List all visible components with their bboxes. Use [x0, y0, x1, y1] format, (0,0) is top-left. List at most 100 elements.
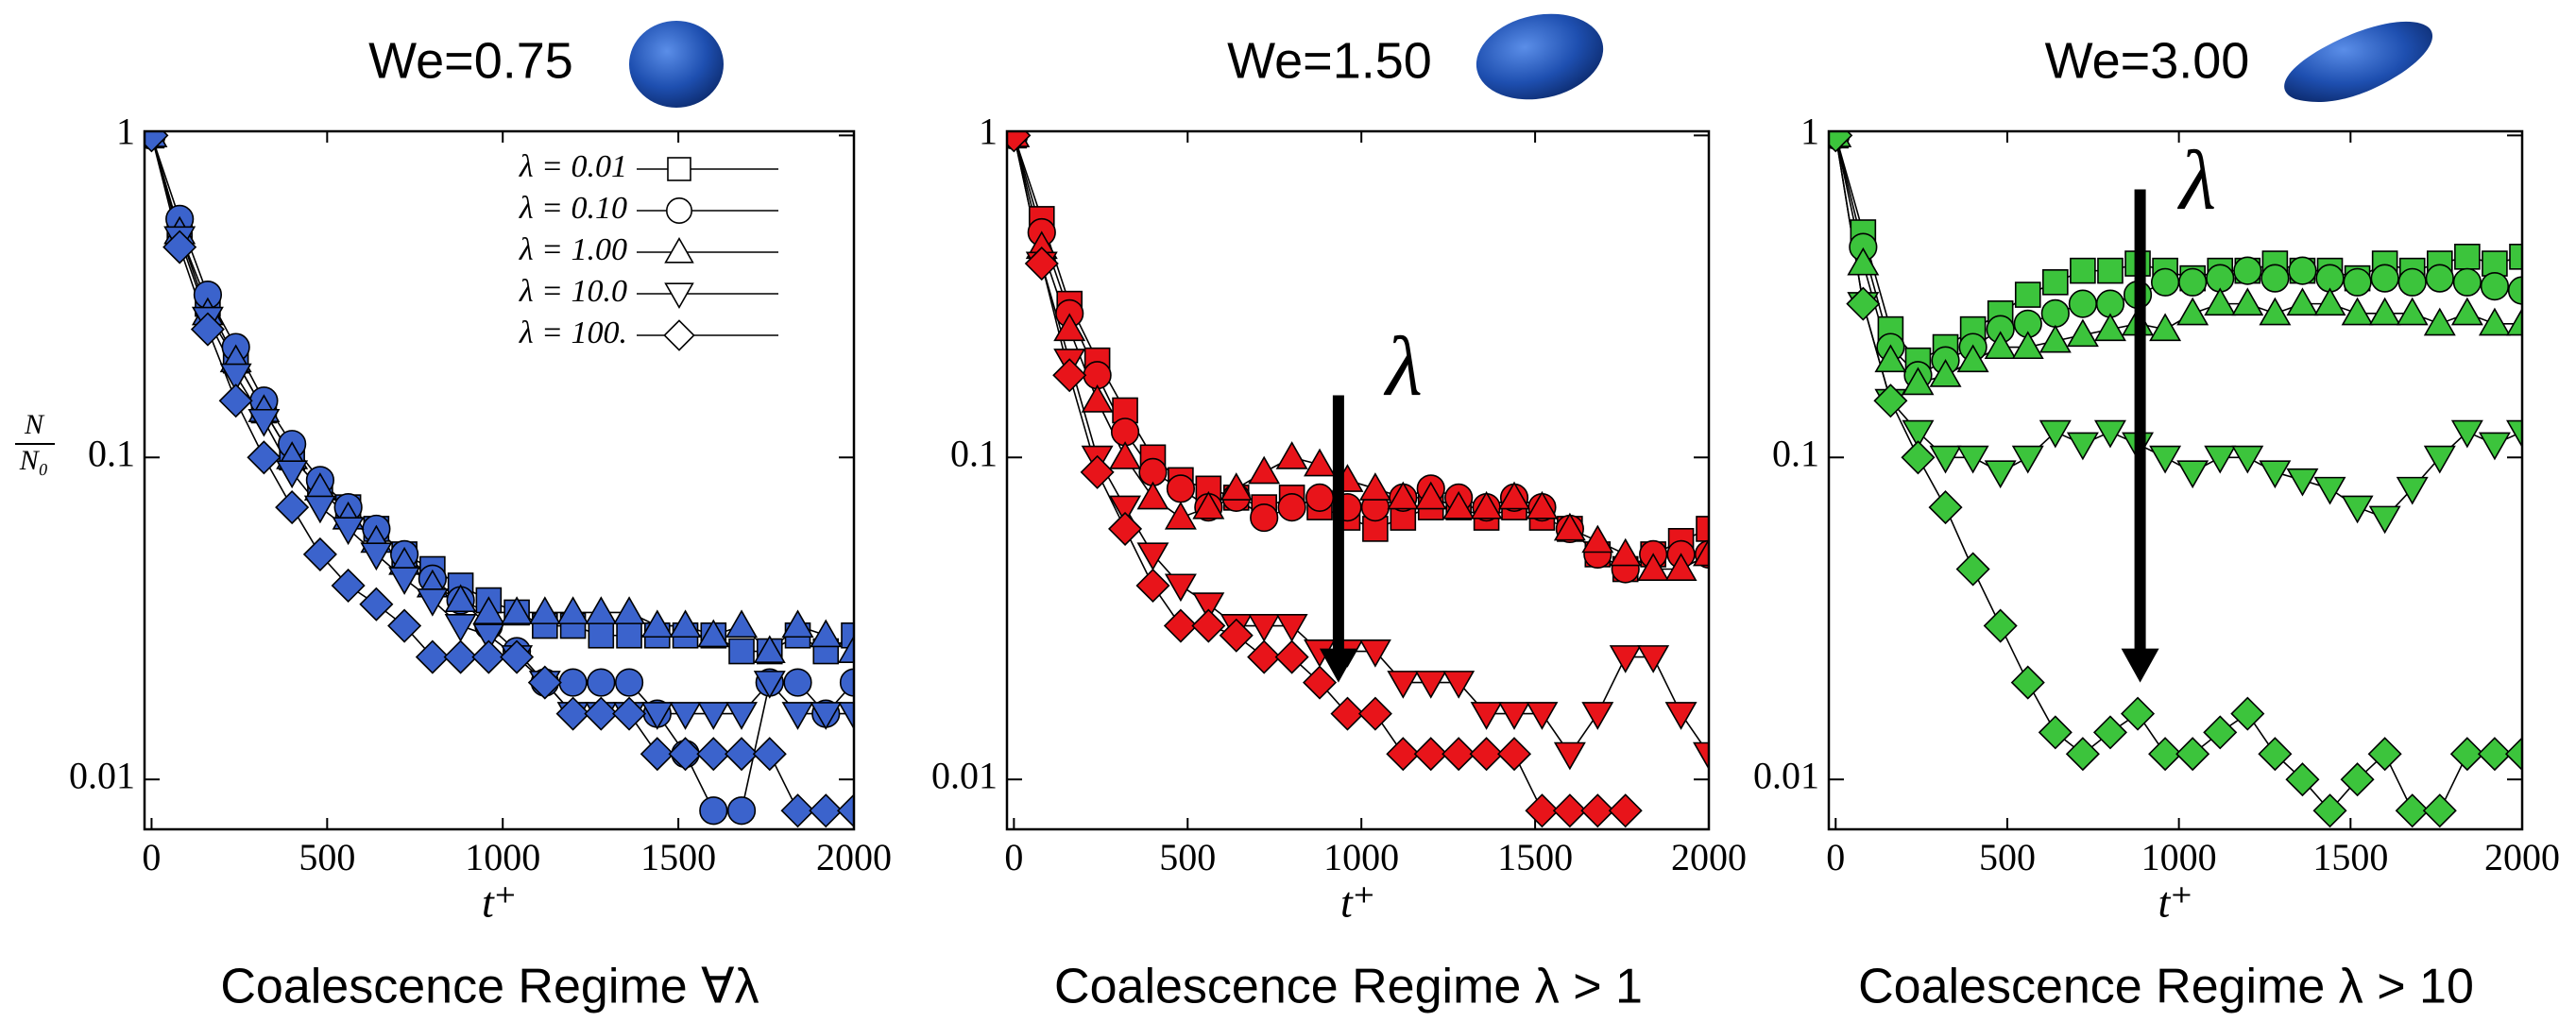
data-point: [556, 596, 589, 624]
data-point: [1007, 131, 1032, 153]
plot-frame: [143, 129, 856, 831]
data-point: [1164, 573, 1197, 603]
data-point: [1901, 440, 1936, 475]
data-point: [2040, 298, 2070, 328]
data-point: [728, 638, 755, 665]
data-point: [2450, 297, 2483, 326]
data-point: [1609, 645, 1642, 673]
data-point: [1664, 702, 1697, 730]
droplet-icon: [629, 21, 724, 108]
data-point: [1696, 516, 1709, 542]
data-point: [2396, 476, 2429, 505]
data-point: [1581, 524, 1614, 554]
data-point: [614, 668, 644, 697]
data-point: [1929, 359, 1962, 387]
data-point: [2395, 793, 2430, 828]
data-point: [1498, 481, 1530, 510]
data-point: [2423, 445, 2456, 474]
annotation-arrowhead: [2121, 648, 2159, 683]
data-point: [2312, 793, 2347, 828]
data-point: [2092, 715, 2127, 750]
plot-area: [1007, 131, 1709, 828]
data-point: [2011, 331, 2044, 360]
y-tick-label: 1: [116, 111, 135, 153]
panel-title: We=3.00: [2045, 32, 2250, 89]
data-point: [640, 609, 674, 639]
data-point: [2367, 737, 2402, 772]
data-point: [1248, 455, 1281, 485]
data-point: [162, 230, 197, 264]
data-point: [725, 702, 759, 730]
y-axis-label: N₀: [19, 445, 48, 476]
data-point: [1109, 441, 1142, 469]
data-point: [2450, 419, 2483, 449]
data-point: [1219, 618, 1254, 653]
data-point: [2368, 505, 2401, 535]
data-point: [1248, 614, 1281, 642]
data-point: [331, 568, 366, 603]
data-point: [2039, 324, 2072, 353]
data-point: [1414, 671, 1447, 699]
data-point: [697, 702, 730, 730]
data-point: [387, 608, 422, 643]
y-tick-label: 0.01: [931, 754, 998, 796]
data-point: [1386, 737, 1421, 772]
legend-label: λ = 1.00: [519, 232, 627, 267]
y-tick-label: 0.01: [69, 754, 135, 796]
data-point: [669, 702, 702, 730]
data-point: [585, 596, 618, 624]
data-point: [2014, 281, 2041, 308]
data-point: [1526, 702, 1559, 730]
data-point: [1955, 552, 1990, 587]
data-point: [2288, 256, 2317, 285]
data-point: [616, 622, 642, 649]
data-point: [2423, 307, 2456, 336]
data-point: [2066, 432, 2099, 461]
data-point: [1442, 490, 1476, 520]
data-point: [2230, 696, 2265, 731]
data-point: [1553, 512, 1586, 541]
data-point: [2150, 267, 2180, 297]
y-tick-label: 0.1: [1772, 432, 1819, 474]
data-point: [1080, 454, 1115, 489]
data-point: [2422, 793, 2457, 828]
data-point: [1220, 472, 1253, 501]
data-point: [783, 668, 812, 697]
data-point: [2286, 287, 2319, 316]
data-point: [1928, 490, 1963, 525]
data-point: [1191, 608, 1226, 643]
data-point: [2509, 244, 2522, 270]
data-point: [838, 702, 854, 730]
data-point: [2425, 264, 2454, 293]
data-point: [1442, 737, 1476, 772]
data-point: [444, 584, 477, 613]
data-point: [388, 567, 421, 595]
data-point: [1442, 671, 1476, 699]
data-point: [2038, 715, 2073, 750]
data-point: [753, 671, 786, 699]
data-point: [360, 542, 393, 571]
data-point: [2070, 257, 2096, 284]
data-point: [1108, 511, 1143, 546]
x-tick-label: 0: [1826, 836, 1845, 878]
data-point: [2231, 445, 2264, 474]
x-axis-label: t⁺: [2158, 878, 2192, 927]
x-axis-label: t⁺: [482, 878, 517, 927]
data-point: [472, 623, 505, 652]
data-point: [2093, 419, 2126, 449]
data-point: [1192, 490, 1225, 520]
legend-marker: [664, 282, 694, 310]
data-point: [1984, 331, 2017, 360]
data-point: [218, 383, 253, 418]
data-point: [2506, 419, 2522, 449]
data-point: [190, 312, 225, 347]
data-point: [2504, 737, 2522, 772]
data-point: [2149, 445, 2182, 474]
data-point: [2011, 445, 2044, 474]
data-point: [276, 460, 309, 489]
legend-marker: [663, 319, 695, 351]
data-point: [839, 668, 854, 697]
data-point: [1608, 793, 1643, 828]
x-tick-label: 1000: [465, 836, 540, 878]
